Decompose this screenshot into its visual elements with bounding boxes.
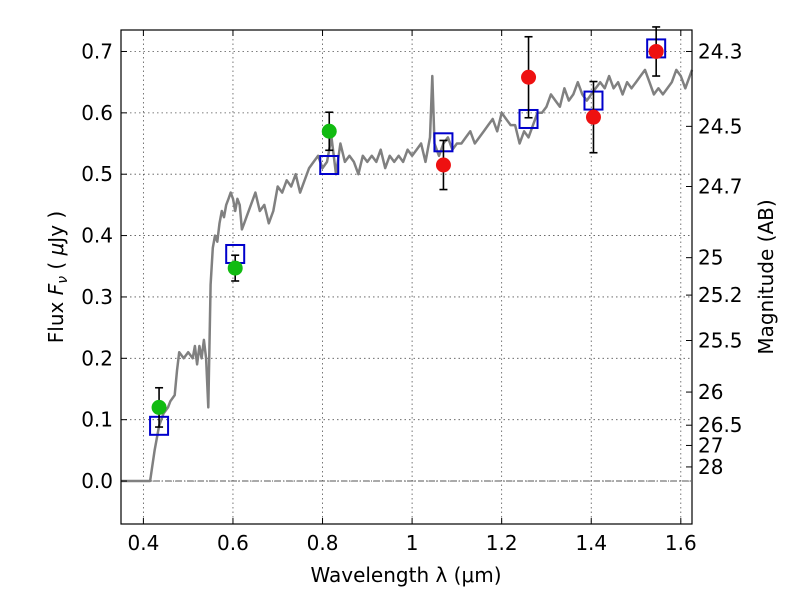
- y-tick-label: 0.4: [81, 224, 113, 248]
- y-tick-label: 0.0: [81, 469, 113, 493]
- y-tick-label: 0.6: [81, 101, 113, 125]
- x-tick-label: 1.2: [486, 531, 518, 555]
- y-axis-label: Flux Fν ( μJy ): [44, 211, 71, 343]
- x-tick-label: 1.6: [665, 531, 697, 555]
- y-tick-label: 0.5: [81, 162, 113, 186]
- spectrum-line: [121, 68, 694, 483]
- data-point: [648, 43, 664, 59]
- y-tick-label: 0.1: [81, 408, 113, 432]
- data-point: [435, 157, 451, 173]
- y-tick-label: 0.7: [81, 39, 113, 63]
- y-axis-ticks: 0.0 0.1 0.2 0.3 0.4 0.5 0.6 0.7: [81, 39, 127, 493]
- spectrum: [121, 68, 694, 483]
- magnitude-tick-label: 24.7: [698, 174, 743, 198]
- data-point: [321, 123, 337, 139]
- plot-area: [121, 30, 692, 524]
- magnitude-tick-label: 26: [698, 380, 723, 404]
- x-axis-ticks: 0.4 0.6 0.8 1 1.2 1.4 1.6: [127, 30, 697, 555]
- data-point: [585, 109, 601, 125]
- x-tick-label: 0.6: [217, 531, 249, 555]
- plot-frame: [120, 29, 693, 525]
- magnitude-axis-label: Magnitude (AB): [754, 199, 778, 354]
- data-point: [151, 399, 167, 415]
- magnitude-tick-label: 27: [698, 433, 723, 457]
- magnitude-tick-label: 24.5: [698, 114, 743, 138]
- magnitude-tick-label: 26.5: [698, 413, 743, 437]
- x-tick-label: 1: [406, 531, 419, 555]
- data-points: [151, 43, 664, 415]
- magnitude-tick-label: 25: [698, 246, 723, 270]
- magnitude-tick-label: 25.2: [698, 283, 743, 307]
- error-bars: [155, 26, 661, 428]
- x-tick-label: 0.4: [127, 531, 159, 555]
- magnitude-tick-label: 25.5: [698, 329, 743, 353]
- data-point: [227, 260, 243, 276]
- filter-marker: [319, 155, 340, 176]
- data-point: [521, 69, 537, 85]
- x-tick-label: 0.8: [307, 531, 339, 555]
- y-tick-label: 0.3: [81, 285, 113, 309]
- x-axis-label: Wavelength λ (μm): [310, 563, 501, 587]
- x-tick-label: 1.4: [575, 531, 607, 555]
- y-tick-label: 0.2: [81, 346, 113, 370]
- magnitude-tick-label: 24.3: [698, 39, 743, 63]
- magnitude-tick-label: 28: [698, 455, 723, 479]
